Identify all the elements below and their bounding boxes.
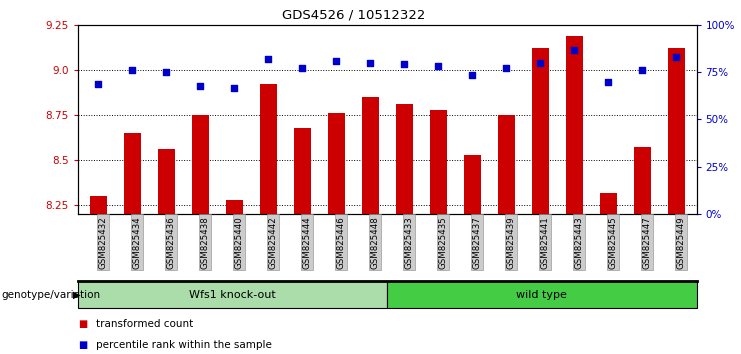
Text: GSM825440: GSM825440 — [234, 216, 243, 269]
Bar — [430, 109, 447, 214]
Point — [568, 47, 580, 53]
Point — [398, 62, 410, 67]
Bar — [599, 193, 617, 214]
Point — [602, 80, 614, 85]
Point — [330, 58, 342, 64]
Point — [466, 73, 478, 78]
Text: GDS4526 / 10512322: GDS4526 / 10512322 — [282, 9, 425, 22]
Bar — [293, 127, 310, 214]
Point — [126, 67, 138, 73]
Text: GSM825434: GSM825434 — [132, 216, 142, 269]
Text: GSM825442: GSM825442 — [268, 216, 277, 269]
Point — [262, 56, 274, 62]
Bar — [464, 155, 481, 214]
Point — [500, 65, 512, 71]
Text: GSM825443: GSM825443 — [574, 216, 583, 269]
Bar — [565, 36, 582, 214]
Bar — [192, 115, 209, 214]
Text: GSM825432: GSM825432 — [99, 216, 107, 269]
Bar — [396, 104, 413, 214]
Point — [365, 60, 376, 65]
Text: GSM825438: GSM825438 — [200, 216, 209, 269]
Bar — [531, 48, 548, 214]
Bar — [158, 149, 175, 214]
Text: GSM825447: GSM825447 — [642, 216, 651, 269]
Text: GSM825446: GSM825446 — [336, 216, 345, 269]
Bar — [259, 84, 276, 214]
Bar — [226, 200, 243, 214]
Text: GSM825448: GSM825448 — [370, 216, 379, 269]
Point — [637, 67, 648, 73]
Bar — [362, 97, 379, 214]
Point — [296, 65, 308, 71]
Bar — [90, 196, 107, 214]
Text: ■: ■ — [78, 340, 87, 350]
Bar — [328, 113, 345, 214]
Bar — [124, 133, 141, 214]
Text: transformed count: transformed count — [96, 319, 193, 329]
Text: GSM825444: GSM825444 — [302, 216, 311, 269]
Text: ■: ■ — [78, 319, 87, 329]
Text: GSM825435: GSM825435 — [438, 216, 447, 269]
Point — [534, 60, 546, 65]
Text: genotype/variation: genotype/variation — [1, 290, 101, 300]
Text: GSM825445: GSM825445 — [608, 216, 617, 269]
Bar — [668, 48, 685, 214]
Text: GSM825433: GSM825433 — [404, 216, 413, 269]
Text: wild type: wild type — [516, 290, 568, 300]
Text: ▶: ▶ — [73, 290, 80, 300]
Text: GSM825437: GSM825437 — [472, 216, 481, 269]
Point — [228, 85, 240, 91]
Text: GSM825439: GSM825439 — [506, 216, 515, 269]
Text: percentile rank within the sample: percentile rank within the sample — [96, 340, 272, 350]
Text: GSM825441: GSM825441 — [540, 216, 549, 269]
Bar — [634, 147, 651, 214]
Text: GSM825436: GSM825436 — [166, 216, 175, 269]
Point — [432, 63, 444, 69]
Point — [194, 83, 206, 89]
Point — [670, 55, 682, 60]
Text: GSM825449: GSM825449 — [676, 216, 685, 269]
Point — [160, 69, 172, 74]
Text: Wfs1 knock-out: Wfs1 knock-out — [189, 290, 276, 300]
Bar — [498, 115, 515, 214]
Point — [93, 81, 104, 87]
